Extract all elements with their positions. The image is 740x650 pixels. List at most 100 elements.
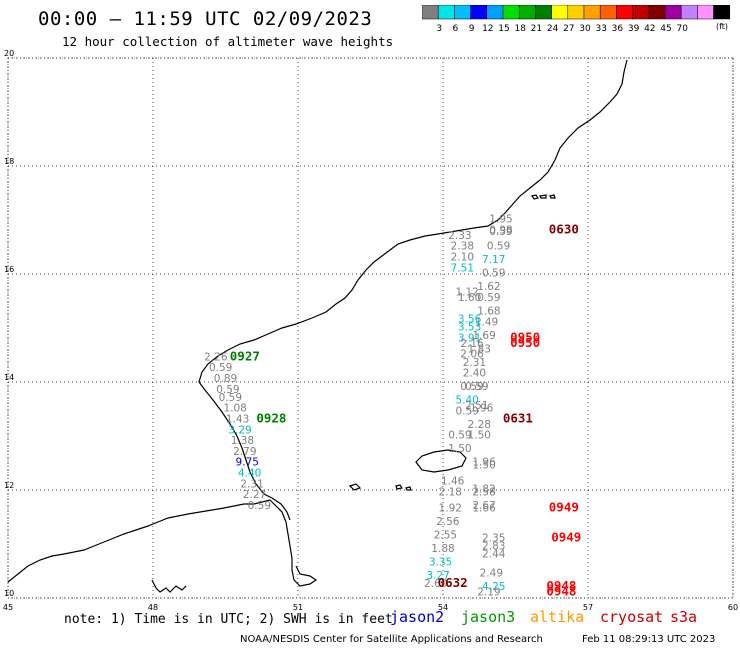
wave-height-value: 2.58 xyxy=(472,486,495,498)
wave-height-value: 1.38 xyxy=(231,435,254,447)
wave-height-value: 1.60 xyxy=(458,292,481,304)
wave-height-value: 1.83 xyxy=(468,343,491,355)
legend-tick-label: 9 xyxy=(469,24,475,34)
axis-labels: 45 48 51 54 57 60 20 18 16 14 12 10 xyxy=(3,49,738,612)
wave-height-value: 2.55 xyxy=(434,530,457,542)
y-tick-label: 10 xyxy=(4,589,14,598)
wave-height-value: 2.79 xyxy=(233,446,256,458)
wave-height-value: 0.89 xyxy=(214,373,237,385)
wave-observations: 2.260.590.890.590.591.081.433.291.382.79… xyxy=(204,214,513,599)
small-island xyxy=(539,194,547,199)
x-tick-label: 57 xyxy=(583,603,593,612)
legend-tick-label: 70 xyxy=(676,24,688,34)
wave-height-value: 3.56 xyxy=(458,314,482,326)
legend-tick-label: 39 xyxy=(628,24,640,34)
wave-height-value: 2.60 xyxy=(424,578,447,590)
x-tick-label: 45 xyxy=(3,603,13,612)
x-tick-label: 51 xyxy=(293,603,303,612)
satellite-jason2: jason2 xyxy=(390,608,445,626)
wave-height-value: 2.18 xyxy=(439,486,462,498)
satellite-jason3: jason3 xyxy=(461,608,516,626)
footer-note: note: 1) Time is in UTC; 2) SWH is in fe… xyxy=(64,612,393,627)
arabian-coast xyxy=(198,59,628,521)
wave-height-value: 4.40 xyxy=(238,468,261,480)
legend-tick-label: 21 xyxy=(531,24,542,34)
small-island xyxy=(549,194,556,199)
wave-height-value: 1.49 xyxy=(475,316,498,328)
y-tick-label: 12 xyxy=(4,481,14,490)
wave-height-value: 2.10 xyxy=(451,252,474,264)
wave-height-value: 3.29 xyxy=(228,424,251,436)
wave-height-value: 2.35 xyxy=(482,532,505,544)
wave-height-value: 1.96 xyxy=(472,457,496,469)
wave-height-value: 0.59 xyxy=(448,430,471,442)
wave-height-value: 1.08 xyxy=(223,403,246,415)
legend-tick-label: 24 xyxy=(547,24,559,34)
wave-height-value: 3.35 xyxy=(429,557,452,569)
wave-height-value: 2.26 xyxy=(204,351,228,363)
wave-height-value: 0.59 xyxy=(489,226,512,238)
wave-height-value: 1.50 xyxy=(448,443,471,455)
socotra-island xyxy=(415,449,467,473)
wave-height-value: 0.59 xyxy=(219,392,242,404)
wave-height-value: 0.59 xyxy=(209,362,232,374)
wave-height-value: 0.59 xyxy=(460,381,483,393)
wave-height-value: 2.31 xyxy=(240,478,263,490)
legend-tick-label: 36 xyxy=(612,24,624,34)
y-tick-label: 14 xyxy=(4,373,14,382)
pass-time-label: 0950 xyxy=(510,330,540,345)
legend-swatch xyxy=(713,5,731,20)
wave-height-value: 1.69 xyxy=(472,330,495,342)
y-tick-label: 16 xyxy=(4,265,14,274)
wave-height-value: 3.27 xyxy=(426,570,449,582)
pass-time-label: 0948 xyxy=(546,578,576,593)
wave-height-value: 1.50 xyxy=(472,459,495,471)
wave-height-value: 1.82 xyxy=(472,484,495,496)
wave-height-value: 2.49 xyxy=(480,567,503,579)
legend-tick-label: 42 xyxy=(644,24,655,34)
pass-time-label: 0632 xyxy=(438,575,468,590)
wave-height-value: 3.91 xyxy=(458,333,481,345)
wave-height-value: 2.06 xyxy=(460,349,484,361)
wave-height-value: 4.25 xyxy=(482,581,505,593)
wave-height-value: 2.31 xyxy=(463,357,486,369)
satellite-altika: altika xyxy=(530,608,585,626)
wave-height-value: 0.59 xyxy=(477,292,500,304)
wave-height-value: 0.59 xyxy=(465,381,488,393)
wave-height-value: 0.98 xyxy=(489,225,512,237)
wave-height-value: 0.59 xyxy=(248,500,271,512)
wave-height-value: 2.27 xyxy=(243,489,266,501)
wave-height-value: 5.40 xyxy=(455,395,478,407)
wave-height-value: 0.59 xyxy=(482,268,505,280)
wave-height-value: 1.43 xyxy=(226,414,249,426)
small-island xyxy=(348,483,362,491)
pass-time-label: 0631 xyxy=(503,411,533,426)
legend-tick-label: 45 xyxy=(660,24,671,34)
wave-height-value: 1.96 xyxy=(470,403,494,415)
wave-height-value: 1.68 xyxy=(477,306,500,318)
wave-height-value: 0.59 xyxy=(487,241,510,253)
wave-height-value: 7.17 xyxy=(482,254,505,266)
y-tick-label: 20 xyxy=(4,49,14,58)
pass-time-label: 0949 xyxy=(549,500,579,515)
legend-tick-label: 6 xyxy=(453,24,459,34)
wave-height-value: 2.38 xyxy=(451,241,474,253)
credit-text: NOAA/NESDIS Center for Satellite Applica… xyxy=(240,634,543,645)
wave-height-value: 0.59 xyxy=(216,384,239,396)
legend-tick-label: 3 xyxy=(436,24,442,34)
legend-tick-label: 12 xyxy=(482,24,493,34)
credit-timestamp: Feb 11 08:29:13 UTC 2023 xyxy=(582,634,716,645)
legend-tick-label: 27 xyxy=(563,24,574,34)
wave-height-value: 9.75 xyxy=(236,457,259,469)
y-tick-label: 18 xyxy=(4,157,14,166)
pass-time-label: 0927 xyxy=(230,348,260,363)
x-tick-label: 54 xyxy=(438,603,448,612)
legend-tick-label: 18 xyxy=(514,24,526,34)
somali-coast xyxy=(151,579,187,593)
x-tick-label: 48 xyxy=(148,603,158,612)
wave-height-value: 2.83 xyxy=(482,540,505,552)
wave-height-value: 2.19 xyxy=(477,586,500,598)
map-grid xyxy=(7,57,734,599)
pass-time-label: 0950 xyxy=(510,335,540,350)
